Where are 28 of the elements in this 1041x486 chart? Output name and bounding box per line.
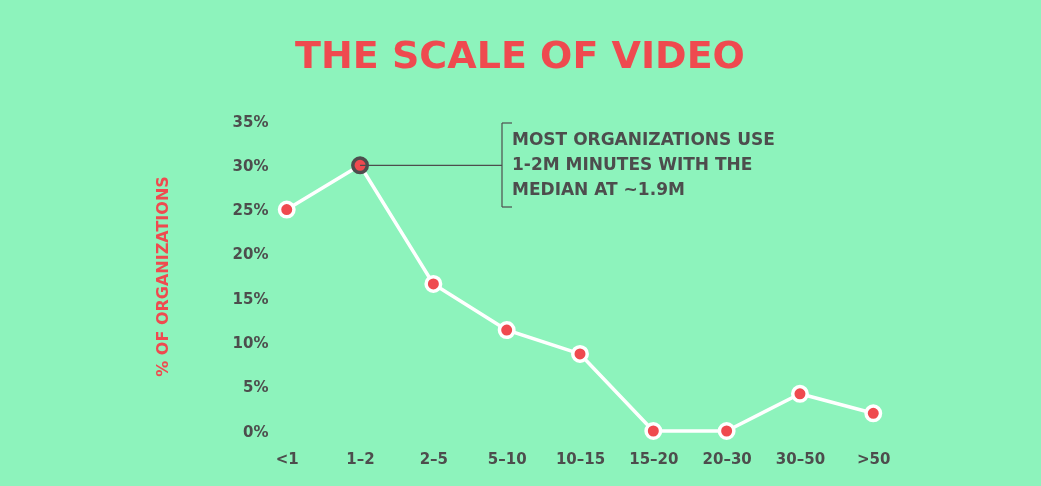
y-tick-label: 15% [232,289,269,308]
y-tick-label: 5% [243,378,269,397]
point [644,422,663,440]
y-axis-title: % OF ORGANIZATIONS [152,176,172,377]
point [424,274,443,293]
point [790,384,809,403]
point [497,321,516,340]
x-tick-label: 30–50 [775,449,826,468]
y-tick-label: 10% [232,333,269,352]
x-tick-label: >50 [857,449,891,468]
point [571,344,589,363]
x-tick-label: 20–30 [702,449,752,468]
x-tick-label: 15–20 [629,449,679,468]
x-tick-label: 5–10 [487,449,527,468]
y-tick-label: 0% [243,422,269,441]
point [277,200,296,219]
y-tick-label: 20% [232,245,269,264]
annotation: MOST ORGANIZATIONS USE 1-2M MINUTES WITH THE MEDIAN AT ~1.9M [512,129,775,200]
point [864,404,883,423]
x-tick-label: 1–2 [346,449,375,468]
y-tick-label: 35% [232,112,269,131]
point [717,422,736,440]
x-tick-label: 2–5 [419,449,449,468]
chart-title: THE SCALE OF VIDEO [295,33,745,77]
y-tick-label: 30% [232,156,269,175]
x-tick-label: 10–15 [555,449,606,468]
y-tick-label: 25% [232,201,269,220]
x-tick-label: <1 [275,449,299,468]
